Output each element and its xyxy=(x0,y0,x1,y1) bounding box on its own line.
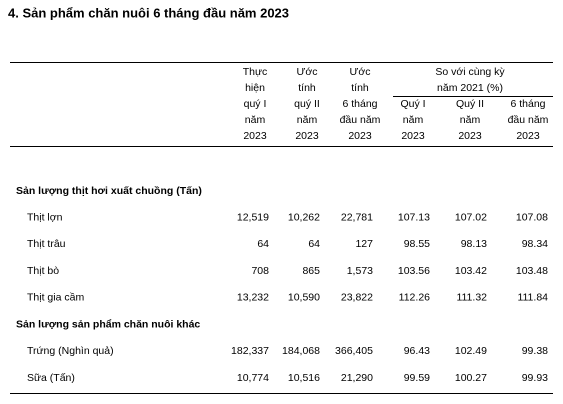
column-header: 6 tháng xyxy=(510,98,545,110)
column-header: hiện xyxy=(245,82,265,94)
cell: 10,262 xyxy=(288,211,320,223)
column-header: 2023 xyxy=(516,130,540,142)
column-header: 2023 xyxy=(458,130,482,142)
column-header: Ước xyxy=(296,66,317,78)
column-header: Ước xyxy=(349,66,370,78)
column-header: năm xyxy=(245,114,266,126)
cell: 98.55 xyxy=(404,238,430,250)
cell: 98.13 xyxy=(461,238,487,250)
cell: 865 xyxy=(302,265,320,277)
column-header: Thực xyxy=(243,66,268,78)
column-header: 2023 xyxy=(401,130,425,142)
cell: 23,822 xyxy=(341,292,373,304)
cell: 107.13 xyxy=(398,211,430,223)
cell: 10,516 xyxy=(288,372,320,384)
cell: 102.49 xyxy=(455,345,487,357)
group-header: năm 2021 (%) xyxy=(437,82,503,94)
cell: 111.84 xyxy=(517,292,548,304)
row-label: Thịt gia cầm xyxy=(27,292,84,304)
column-header: quý I xyxy=(244,98,267,110)
row-label: Thịt trâu xyxy=(27,238,66,250)
cell: 112.26 xyxy=(399,292,430,304)
cell: 96.43 xyxy=(404,345,430,357)
column-header: 2023 xyxy=(348,130,372,142)
row-label: Thịt bò xyxy=(27,265,59,277)
cell: 366,405 xyxy=(335,345,373,357)
cell: 21,290 xyxy=(341,372,373,384)
cell: 13,232 xyxy=(237,292,269,304)
column-header: tính xyxy=(298,82,316,94)
column-header: quý II xyxy=(294,98,320,110)
column-header: năm xyxy=(297,114,318,126)
title: 4. Sản phẩm chăn nuôi 6 tháng đầu năm 20… xyxy=(8,5,289,20)
cell: 10,774 xyxy=(237,372,269,384)
cell: 64 xyxy=(257,238,269,250)
column-header: năm xyxy=(460,114,481,126)
cell: 107.08 xyxy=(516,211,548,223)
group-header: So với cùng kỳ xyxy=(435,66,505,78)
column-header: Quý II xyxy=(456,98,484,110)
column-header: 6 tháng xyxy=(342,98,377,110)
cell: 107.02 xyxy=(455,211,487,223)
cell: 99.38 xyxy=(522,345,548,357)
section-title: Sản lượng sản phẩm chăn nuôi khác xyxy=(16,318,200,330)
column-header: đầu năm xyxy=(508,114,549,126)
cell: 100.27 xyxy=(455,372,487,384)
cell: 708 xyxy=(251,265,269,277)
cell: 64 xyxy=(308,238,320,250)
column-header: năm xyxy=(403,114,424,126)
cell: 98.34 xyxy=(522,238,548,250)
row-label: Trứng (Nghìn quả) xyxy=(27,345,114,357)
cell: 99.93 xyxy=(522,372,548,384)
cell: 182,337 xyxy=(231,345,269,357)
row-label: Sữa (Tấn) xyxy=(27,372,75,384)
cell: 127 xyxy=(355,238,373,250)
cell: 10,590 xyxy=(288,292,320,304)
cell: 184,068 xyxy=(282,345,320,357)
cell: 111.32 xyxy=(456,292,487,304)
column-header: 2023 xyxy=(243,130,267,142)
cell: 12,519 xyxy=(237,211,269,223)
cell: 103.56 xyxy=(398,265,430,277)
cell: 1,573 xyxy=(347,265,373,277)
row-label: Thịt lợn xyxy=(27,211,63,223)
column-header: đầu năm xyxy=(340,114,381,126)
column-header: tính xyxy=(351,82,369,94)
cell: 103.48 xyxy=(516,265,548,277)
cell: 22,781 xyxy=(341,211,373,223)
cell: 99.59 xyxy=(404,372,430,384)
section-title: Sản lượng thịt hơi xuất chuồng (Tấn) xyxy=(16,185,202,197)
column-header: 2023 xyxy=(295,130,319,142)
cell: 103.42 xyxy=(455,265,487,277)
column-header: Quý I xyxy=(400,98,425,110)
